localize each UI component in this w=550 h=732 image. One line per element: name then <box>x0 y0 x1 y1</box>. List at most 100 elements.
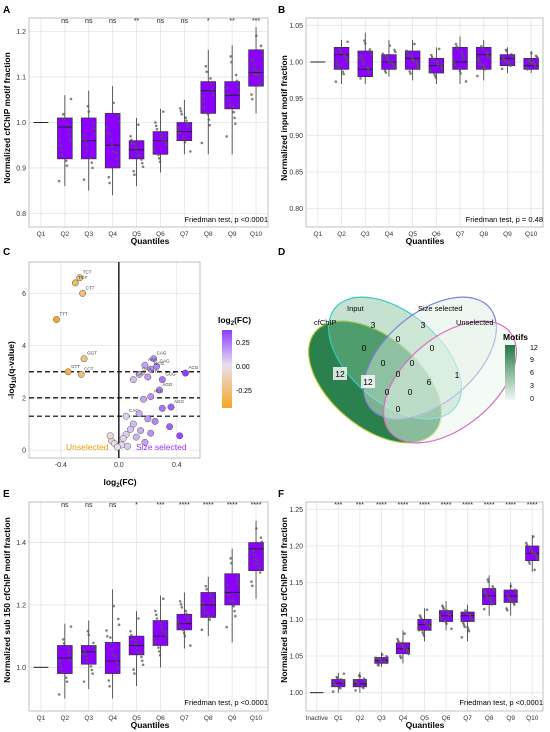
sample-point <box>106 131 109 135</box>
sample-point <box>68 658 72 662</box>
sample-point <box>509 584 513 588</box>
sample-point <box>232 604 236 608</box>
sample-point <box>115 660 118 664</box>
sample-point <box>511 55 515 59</box>
x-tick-label: Q6 <box>156 231 165 238</box>
x-tick-label: Q2 <box>61 231 70 238</box>
sample-point <box>363 42 367 45</box>
sample-point <box>383 69 387 72</box>
venn-count-bg <box>333 367 347 380</box>
panel-a-boxplot: 0.8 0.9 1.0 1.1 1.2 Q1 Q2 Q3 Q4 Q5 Q6 Q7 Q8 Q9 Q10 ns ns… <box>2 17 269 246</box>
sample-point <box>433 74 437 78</box>
sample-point <box>179 110 183 113</box>
sample-point <box>228 103 232 107</box>
panel-b-boxplot: 0.80 0.85 0.90 0.95 1.00 1.05 Q1 Q2 Q3 Q4 Q5 Q6 Q7 Q8… <box>279 17 544 246</box>
y-tick-label: 1.4 <box>16 540 26 547</box>
sample-point <box>65 164 69 167</box>
volcano-point <box>76 274 84 282</box>
sample-point <box>69 97 73 101</box>
sample-point <box>489 598 492 602</box>
sample-point <box>430 53 433 57</box>
sample-point <box>336 676 339 680</box>
volcano-point <box>141 361 149 369</box>
y-tick-label: 0.8 <box>16 211 26 218</box>
significance-label: **** <box>376 502 387 509</box>
motif-label: GCG <box>165 372 176 377</box>
sample-point <box>203 611 207 614</box>
sample-point <box>433 72 436 76</box>
sample-point <box>359 54 363 57</box>
box <box>452 46 468 70</box>
sample-point <box>231 599 235 603</box>
significance-label: *** <box>156 502 164 509</box>
box <box>80 645 97 665</box>
sample-point <box>415 61 419 64</box>
venn-label-unselected: Unselected <box>456 318 494 327</box>
sample-point <box>202 608 206 611</box>
sample-point <box>477 58 481 62</box>
sample-point <box>470 619 474 622</box>
panel-e-ylabel: Normalized sub 150 cfChIP motif fraction <box>2 517 12 683</box>
plot-frame <box>28 17 269 228</box>
box <box>57 117 73 160</box>
sample-point <box>85 144 88 147</box>
y-tick-label: 0 <box>22 448 26 455</box>
sample-point <box>462 58 466 61</box>
sample-point <box>140 659 144 663</box>
svg-text:log2(FC): log2(FC) <box>103 477 136 489</box>
sample-point <box>460 53 464 56</box>
sample-point <box>160 625 163 629</box>
sample-point <box>429 70 432 73</box>
sample-point <box>93 132 97 136</box>
sample-point <box>235 577 239 581</box>
sample-point <box>410 56 414 60</box>
x-tick-label: Q8 <box>485 715 494 722</box>
significance-label: ** <box>134 18 140 25</box>
panel-f-ylabel: Normalized sub 150 cfChIP motif fraction <box>279 517 289 683</box>
sample-point <box>359 77 362 80</box>
plot-frame <box>28 261 201 459</box>
venn-count-all: 0 <box>396 369 401 379</box>
volcano-point <box>140 395 147 403</box>
sample-point <box>256 69 260 72</box>
plot-frame <box>305 17 544 228</box>
y-tick-label: 6 <box>22 291 26 298</box>
svg-text:-log10(q-value): -log10(q-value) <box>6 341 18 399</box>
sample-point <box>456 47 459 51</box>
sample-point <box>436 62 439 65</box>
volcano-point <box>119 434 127 442</box>
sample-point <box>391 63 395 66</box>
x-tick-label: Q4 <box>399 715 408 722</box>
sample-point <box>65 680 69 683</box>
sample-point <box>485 51 489 55</box>
sample-point <box>508 599 512 603</box>
y-tick-label: 0.85 <box>289 170 303 177</box>
sample-point <box>116 163 119 166</box>
sample-point <box>430 55 434 59</box>
sample-point <box>476 74 479 78</box>
volcano-point <box>124 442 131 450</box>
sample-point <box>420 617 423 621</box>
panel-c-ylabel: -log10(q-value) <box>6 341 18 399</box>
panel-letter-a: A <box>3 5 10 16</box>
sample-point <box>536 56 539 60</box>
sample-point <box>229 557 232 560</box>
sample-point <box>253 557 257 561</box>
panel-a-test: Friedman test, p <0.0001 <box>184 215 268 224</box>
sample-point <box>254 73 257 76</box>
sample-point <box>334 80 338 83</box>
sample-point <box>158 653 162 657</box>
sample-point <box>136 650 139 654</box>
y-tick-label: 1.2 <box>16 602 26 609</box>
sample-point <box>368 48 372 51</box>
sample-point <box>107 175 111 179</box>
sample-point <box>513 603 516 606</box>
sample-point <box>455 45 459 48</box>
sample-point <box>227 98 231 101</box>
panel-b-xlabel: Quantiles <box>406 236 445 246</box>
y-tick-label: 1.1 <box>16 75 26 82</box>
panel-d-legend-tick: 12 <box>530 345 538 352</box>
x-tick-label: Q10 <box>526 715 539 722</box>
sample-point <box>228 598 232 602</box>
